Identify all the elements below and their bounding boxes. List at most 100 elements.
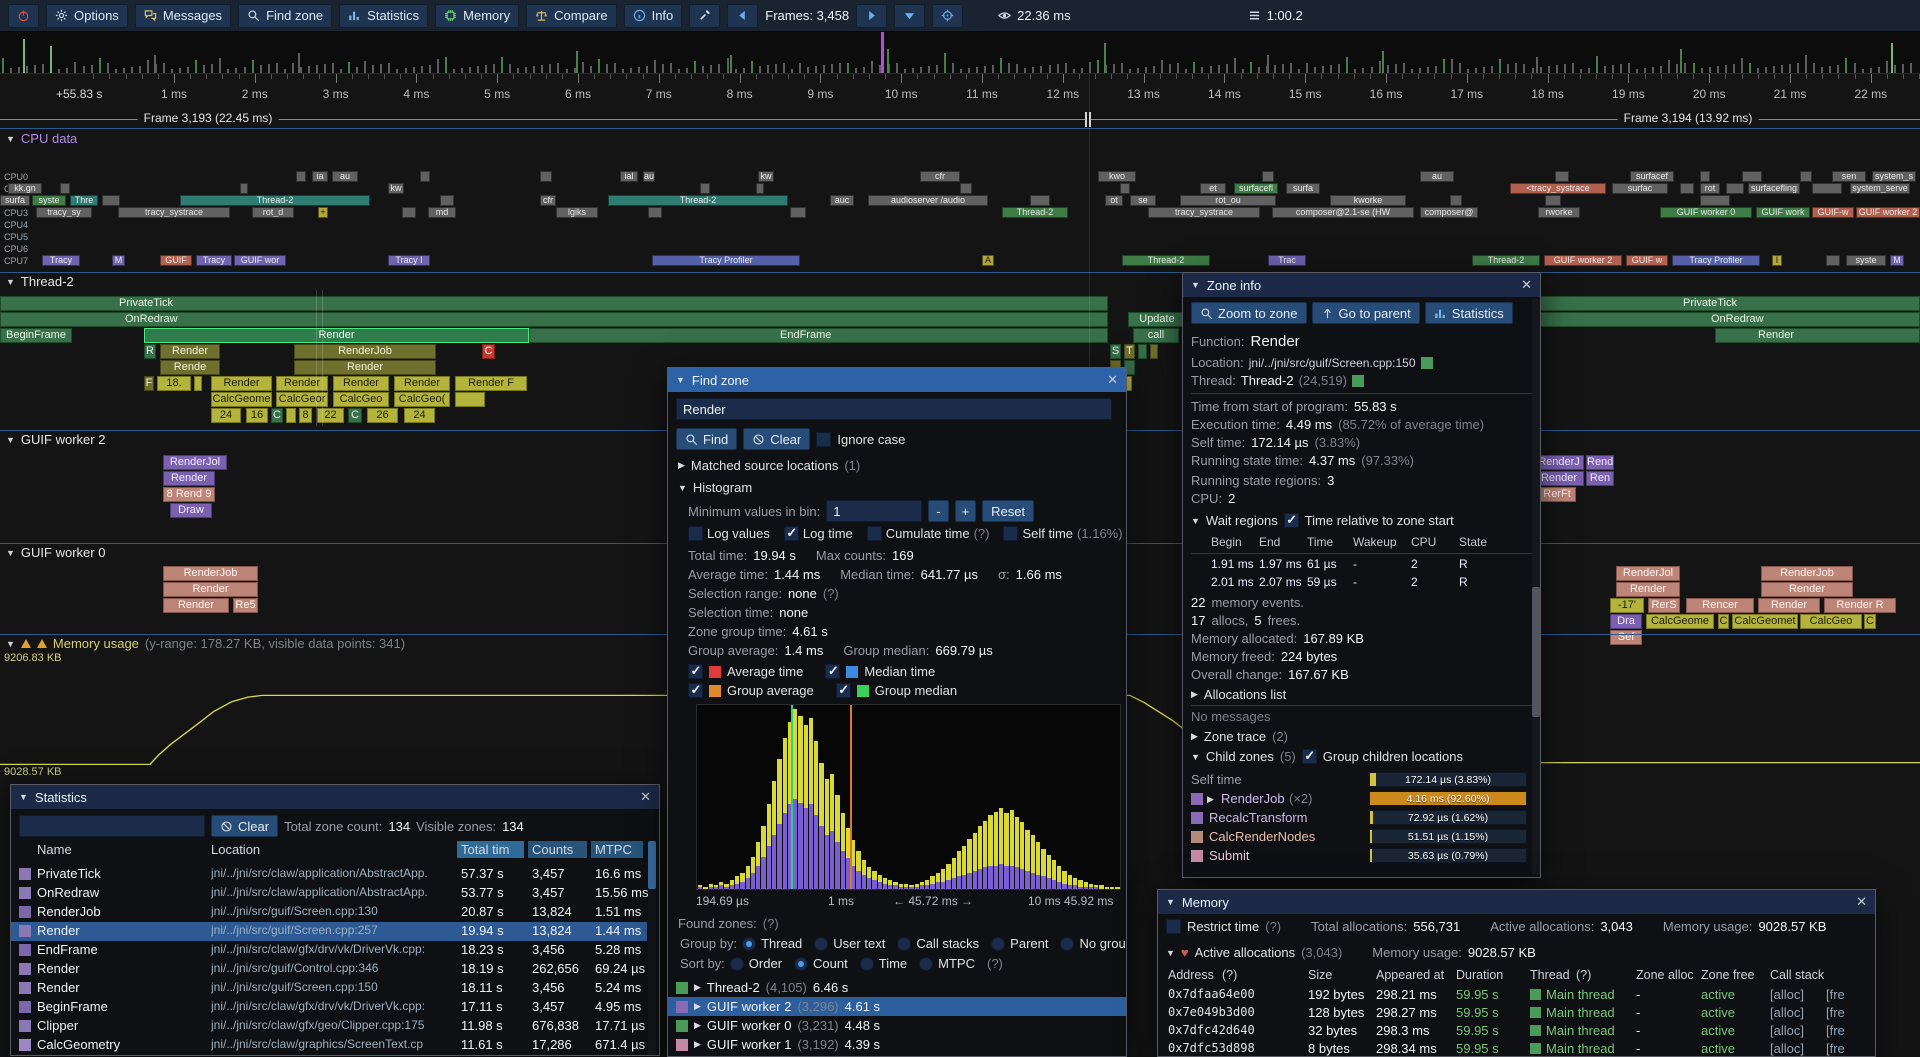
expand-icon[interactable]: ▶: [1191, 689, 1198, 699]
cpu-segment[interactable]: composer@2.1-se (HW: [1272, 207, 1414, 218]
cpu-segment[interactable]: A: [982, 255, 994, 266]
timeline-zone[interactable]: [194, 376, 202, 391]
frame-bar[interactable]: [1129, 69, 1131, 73]
timeline-zone[interactable]: Draw: [170, 503, 212, 518]
cpu-segment[interactable]: M: [112, 255, 125, 266]
allocation-row[interactable]: 0x7dfaa64e00 192 bytes 298.21 ms 59.95 s Mai…: [1158, 986, 1875, 1004]
cpu-segment[interactable]: tracy_systrace: [1148, 207, 1260, 218]
frame-bar[interactable]: [1008, 63, 1011, 73]
timeline-zone[interactable]: Render: [333, 376, 389, 391]
frame-bar[interactable]: [1539, 67, 1542, 73]
cpu-segment[interactable]: GUIF worker 0: [1660, 207, 1752, 218]
frame-bar[interactable]: [1249, 62, 1252, 73]
cpu-segment[interactable]: kk.gn: [8, 183, 42, 194]
frame-markers-row[interactable]: Frame 3,193 (22.45 ms) Frame 3,194 (13.92…: [0, 110, 1920, 128]
expand-icon[interactable]: ▶: [694, 1001, 701, 1011]
frame-bar[interactable]: [1217, 65, 1220, 73]
radio-parent[interactable]: [991, 936, 1006, 951]
timeline-zone[interactable]: Re5: [233, 598, 258, 613]
frame-bar[interactable]: [332, 63, 335, 73]
restrict-time-checkbox[interactable]: [1166, 919, 1181, 934]
cpu-segment[interactable]: [540, 171, 552, 182]
frame-bar[interactable]: [315, 65, 318, 73]
frame-bar[interactable]: [58, 69, 61, 73]
cpu-segment[interactable]: [440, 195, 454, 206]
cpu-segment[interactable]: composer@: [1420, 207, 1478, 218]
toolbar-button-compare[interactable]: Compare: [526, 3, 617, 28]
cpu-segment[interactable]: [1700, 195, 1730, 206]
frame-bar[interactable]: [1459, 63, 1462, 73]
column-header-address[interactable]: Address: [1168, 968, 1214, 982]
cpu-segment[interactable]: Thread-2: [1472, 255, 1540, 266]
frame-bar-tall[interactable]: [1536, 57, 1538, 73]
frame-bar[interactable]: [509, 64, 512, 73]
frame-bar[interactable]: [1483, 67, 1486, 73]
frame-bar[interactable]: [1499, 59, 1502, 73]
cpu-segment[interactable]: Tracy Profiler: [1672, 255, 1760, 266]
column-header-thread[interactable]: Thread: [1530, 968, 1570, 982]
frame-bar[interactable]: [66, 68, 69, 73]
timeline-zone[interactable]: RenderJob: [1761, 566, 1853, 581]
frame-bar[interactable]: [1330, 65, 1333, 73]
frame-bar[interactable]: [412, 67, 415, 73]
cpu-segment[interactable]: [1120, 183, 1130, 194]
frame-marker[interactable]: [881, 31, 885, 73]
cpu-segment[interactable]: [1700, 171, 1710, 182]
frame-bar[interactable]: [613, 63, 616, 73]
frame-bar[interactable]: [1426, 67, 1429, 73]
frame-bar[interactable]: [299, 67, 302, 73]
timeline-zone[interactable]: C: [482, 344, 495, 359]
close-icon[interactable]: ✕: [1856, 894, 1867, 909]
cpu-segment[interactable]: audioserver /audio: [868, 195, 988, 206]
collapse-icon[interactable]: ▼: [676, 375, 685, 385]
frame-bar[interactable]: [82, 66, 85, 73]
toolbar-button-statistics[interactable]: Statistics: [339, 3, 429, 28]
column-header-name[interactable]: Name: [37, 842, 72, 857]
frame-bar[interactable]: [1595, 56, 1598, 73]
frame-bar[interactable]: [1000, 58, 1003, 73]
frame-bar-tall[interactable]: [153, 55, 156, 73]
find-zone-titlebar[interactable]: ▼ Find zone ✕: [668, 368, 1126, 392]
frame-bar[interactable]: [686, 68, 689, 73]
frame-bar[interactable]: [211, 64, 214, 73]
frame-bar[interactable]: [670, 63, 673, 73]
frame-bar[interactable]: [597, 59, 600, 73]
cpu-segment[interactable]: [648, 207, 662, 218]
frame-bar[interactable]: [122, 68, 125, 73]
frame-bar[interactable]: [541, 65, 544, 73]
frame-bar[interactable]: [621, 69, 624, 73]
zone-group-row[interactable]: ▶ GUIF worker 1 (3,192) 4.39 s: [668, 1035, 1126, 1054]
frame-bar[interactable]: [1032, 67, 1035, 73]
checkbox-log-time[interactable]: [783, 525, 799, 541]
timeline-zone[interactable]: PrivateTick: [0, 296, 1108, 311]
frame-bar[interactable]: [1225, 64, 1228, 73]
cpu-segment[interactable]: Tracy Profiler: [652, 255, 800, 266]
frame-bar[interactable]: [2, 58, 4, 73]
timeline-zone[interactable]: OnRedraw: [0, 312, 1108, 327]
frame-bar[interactable]: [758, 66, 761, 73]
frame-bar[interactable]: [992, 65, 995, 73]
frame-bar[interactable]: [1088, 62, 1091, 73]
timeline-zone[interactable]: Dra: [1610, 614, 1642, 629]
table-row[interactable]: PrivateTick jni/../jni/src/claw/applicati…: [11, 865, 647, 884]
frame-bar[interactable]: [1507, 64, 1510, 73]
cpu-segment[interactable]: GUIF: [160, 255, 192, 266]
cpu-segment[interactable]: <tracy_systrace: [1510, 183, 1606, 194]
prev-frame-button[interactable]: [727, 3, 759, 28]
column-header-total-tim[interactable]: Total tim: [457, 841, 524, 858]
cpu-segment[interactable]: se: [1130, 195, 1156, 206]
cpu-segment[interactable]: GUIF wor: [234, 255, 286, 266]
collapse-triangle-icon[interactable]: ▼: [6, 547, 15, 558]
cpu-segment[interactable]: [60, 183, 70, 194]
frame-bar[interactable]: [74, 62, 77, 73]
frame-bar[interactable]: [726, 58, 729, 73]
frame-label[interactable]: Frame 3,193 (22.45 ms): [137, 111, 279, 125]
track-header-thread-2[interactable]: ▼ Thread-2: [6, 274, 74, 289]
frame-bar[interactable]: [927, 66, 930, 73]
collapse-icon[interactable]: ▼: [1166, 897, 1175, 907]
frame-bar[interactable]: [943, 53, 946, 73]
cpu-segment[interactable]: rot_d: [252, 207, 294, 218]
frame-bar[interactable]: [815, 66, 818, 73]
cpu-segment[interactable]: ia: [312, 171, 328, 182]
frame-bar[interactable]: [1265, 66, 1268, 73]
